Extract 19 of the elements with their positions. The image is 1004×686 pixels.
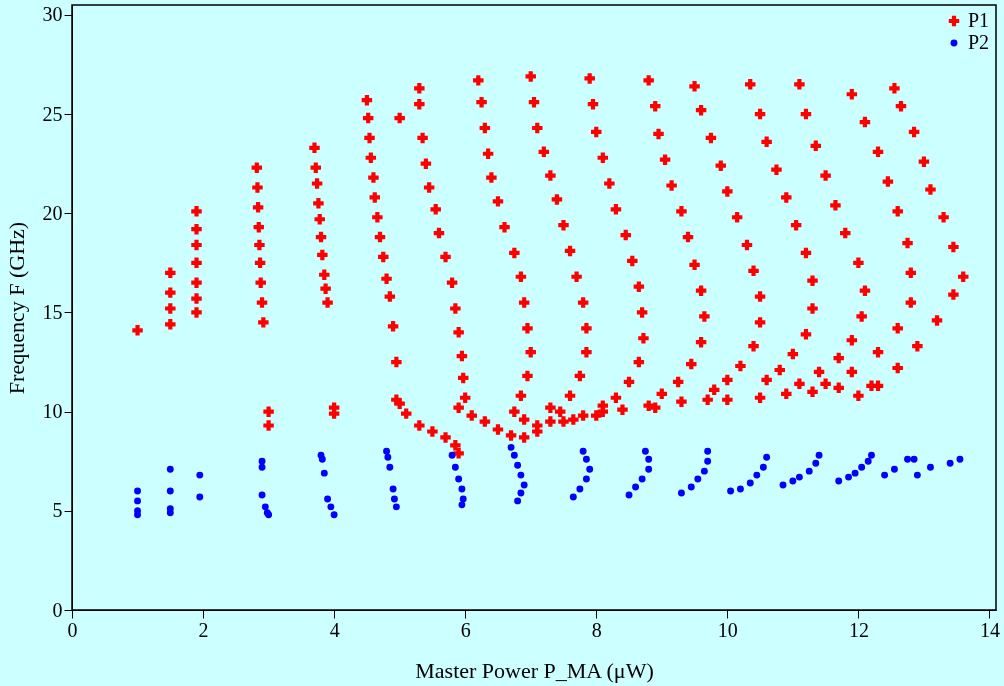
x-tick-label: 10 bbox=[717, 618, 738, 641]
x-tick-label: 6 bbox=[460, 618, 471, 641]
y-tick-label: 5 bbox=[52, 499, 63, 522]
y-axis-title: Frequency F (GHz) bbox=[3, 221, 29, 395]
y-tick-label: 15 bbox=[42, 300, 63, 323]
x-tick-label: 0 bbox=[67, 618, 78, 641]
y-tick-label: 0 bbox=[52, 598, 63, 621]
x-tick-label: 14 bbox=[979, 618, 1000, 641]
x-tick-label: 4 bbox=[329, 618, 340, 641]
y-tick-label: 25 bbox=[42, 102, 63, 125]
y-tick-label: 20 bbox=[42, 201, 63, 224]
y-tick-label: 10 bbox=[42, 400, 63, 423]
x-tick-label: 8 bbox=[591, 618, 602, 641]
y-tick-label: 30 bbox=[42, 3, 63, 26]
x-axis-title: Master Power P_MA (μW) bbox=[415, 657, 654, 683]
legend-label: P1 bbox=[968, 9, 990, 31]
legend-label: P2 bbox=[968, 31, 990, 53]
x-tick-label: 2 bbox=[198, 618, 209, 641]
x-tick-label: 12 bbox=[848, 618, 869, 641]
